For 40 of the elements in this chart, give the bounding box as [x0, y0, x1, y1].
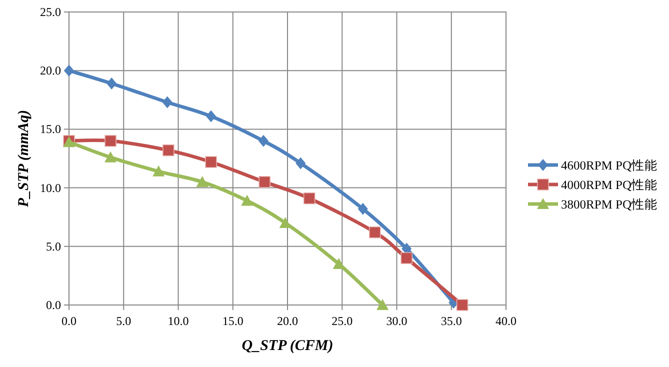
point [162, 144, 174, 156]
point [258, 134, 268, 147]
point [162, 96, 172, 108]
point [104, 135, 116, 147]
x-tick-label: 0.0 [62, 314, 76, 328]
point [104, 151, 117, 162]
point [376, 299, 389, 310]
x-tick-label: 25.0 [332, 314, 353, 328]
y-tick-label: 15.0 [40, 122, 61, 136]
x-tick-label: 5.0 [116, 314, 132, 328]
x-axis-title: Q_STP (CFM) [242, 338, 334, 354]
point [303, 192, 316, 204]
point [358, 202, 368, 215]
legend-label: 3800RPM PQ性能 [561, 198, 658, 212]
x-tick-label: 40.0 [496, 314, 516, 328]
y-tick-label: 25.0 [40, 5, 61, 19]
y-tick-label: 0.0 [46, 298, 61, 312]
point [241, 194, 254, 206]
y-axis-title: P_STP (mmAq) [16, 110, 32, 208]
point [400, 252, 412, 264]
y-tick-label: 10.0 [40, 180, 61, 195]
legend-label: 4600RPM PQ性能 [561, 158, 658, 172]
point [206, 110, 216, 122]
legend-label: 4000RPM PQ性能 [561, 178, 658, 192]
point [106, 77, 117, 90]
x-tick-label: 35.0 [440, 314, 462, 328]
x-tick-label: 30.0 [386, 314, 408, 328]
y-tick-label: 5.0 [46, 239, 61, 254]
x-tick-label: 10.0 [168, 314, 189, 328]
y-tick-label: 20.0 [40, 64, 61, 78]
point [456, 299, 468, 311]
x-tick-label: 15.0 [222, 314, 244, 328]
point [258, 176, 270, 188]
point [369, 226, 381, 238]
point [64, 64, 74, 77]
point [152, 165, 165, 176]
x-tick-label: 20.0 [277, 314, 298, 328]
point [205, 156, 217, 168]
point [196, 176, 208, 187]
point [296, 157, 306, 170]
